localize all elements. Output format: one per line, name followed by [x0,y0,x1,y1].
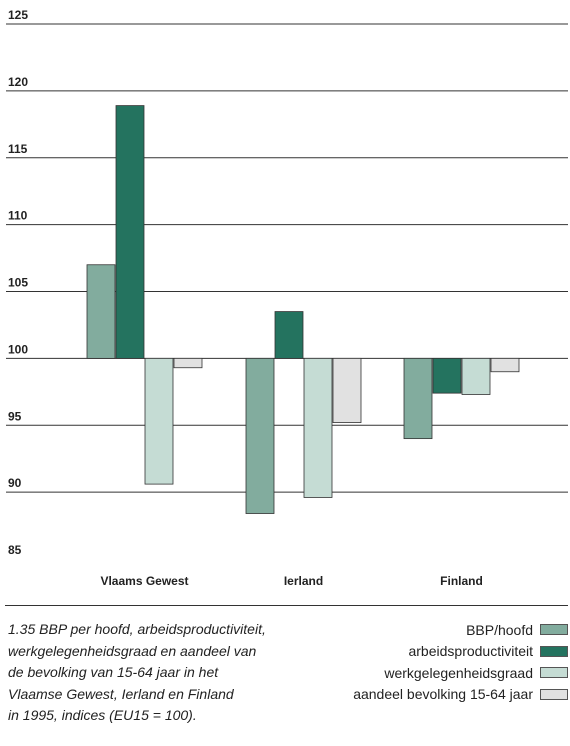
legend-swatch [540,667,568,679]
caption-line: werkgelegenheidsgraad en aandeel van [8,642,257,659]
legend-label: aandeel bevolking 15-64 jaar [353,686,533,703]
bar [173,357,203,369]
category-label: Finland [440,574,483,588]
category-labels: Vlaams Gewest Ierland Finland [100,574,482,588]
legend-item-bbp-hoofd: BBP/hoofd [353,619,568,641]
caption-line: 1.35 BBP per hoofd, arbeidsproductivitei… [8,621,266,637]
gridlines [6,23,568,493]
legend-label: arbeidsproductiviteit [408,643,533,660]
legend-item-aandeel-bevolking: aandeel bevolking 15-64 jaar [353,684,568,706]
legend-item-arbeidsproductiviteit: arbeidsproductiviteit [353,641,568,663]
caption-line: de bevolking van 15-64 jaar in het [8,664,219,680]
bar [461,357,491,395]
bar [115,105,145,359]
caption-divider [5,605,568,606]
y-tick-labels: 85 90 95 100 105 110 115 120 125 [8,8,28,557]
bar [144,357,174,485]
bar [403,357,433,440]
y-tick-label: 125 [8,8,28,22]
legend-label: werkgelegenheidsgraad [384,664,533,681]
bar [332,357,362,423]
legend-swatch [540,645,568,657]
bar [490,357,520,373]
bar-chart: 85 90 95 100 105 110 115 120 125 Vlaams Gewest Ie… [6,8,568,588]
figure-caption: 1.35 BBP per hoofd, arbeidsproductivitei… [8,619,348,727]
y-tick-label: 120 [8,75,28,89]
y-tick-label: 110 [8,209,28,223]
legend-item-werkgelegenheidsgraad: werkgelegenheidsgraad [353,662,568,684]
y-tick-label: 90 [8,476,22,490]
bar [274,311,304,359]
bar [432,357,462,394]
legend-label: BBP/hoofd [466,621,533,638]
y-tick-label: 115 [8,142,28,156]
legend-swatch [540,688,568,700]
bar [303,357,333,498]
y-tick-label: 105 [8,276,28,290]
bar [245,357,275,514]
y-tick-label: 95 [8,409,22,423]
category-label: Vlaams Gewest [100,574,188,588]
bars [86,105,520,514]
category-label: Ierland [284,574,323,588]
legend-swatch [540,624,568,636]
caption-line: in 1995, indices (EU15 = 100). [8,707,197,723]
y-tick-label: 100 [8,342,28,356]
bar [86,264,116,359]
y-tick-label: 85 [8,543,22,557]
chart-legend: BBP/hoofd arbeidsproductiviteit werkgele… [353,619,568,705]
caption-line: Vlaamse Gewest, Ierland en Finland [8,685,234,702]
